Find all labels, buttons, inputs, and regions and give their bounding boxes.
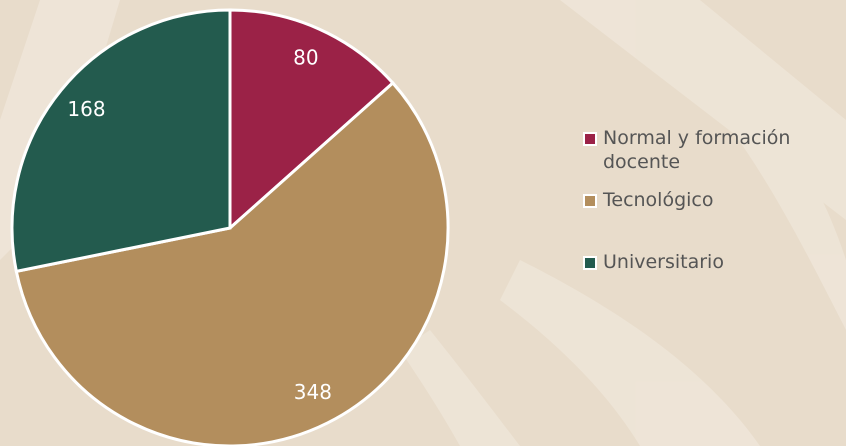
data-label: 80 (293, 45, 318, 69)
pie: 80 348 168 (10, 8, 450, 446)
legend-item: Tecnológico (583, 188, 845, 212)
legend-item: Universitario (583, 250, 845, 274)
legend: Normal y formación docente Tecnológico Uni… (583, 126, 845, 274)
legend-item: Normal y formación docente (583, 126, 845, 174)
pie-slice (10, 8, 232, 274)
data-label: 168 (67, 97, 105, 121)
data-label: 348 (294, 380, 332, 404)
legend-swatch (583, 132, 597, 146)
legend-swatch (583, 194, 597, 208)
legend-label: Universitario (603, 251, 724, 273)
legend-label: Normal y formación docente (603, 127, 791, 173)
legend-label: Tecnológico (603, 189, 714, 211)
legend-swatch (583, 256, 597, 270)
pie-slice (228, 8, 395, 232)
pie-slice (14, 80, 450, 446)
